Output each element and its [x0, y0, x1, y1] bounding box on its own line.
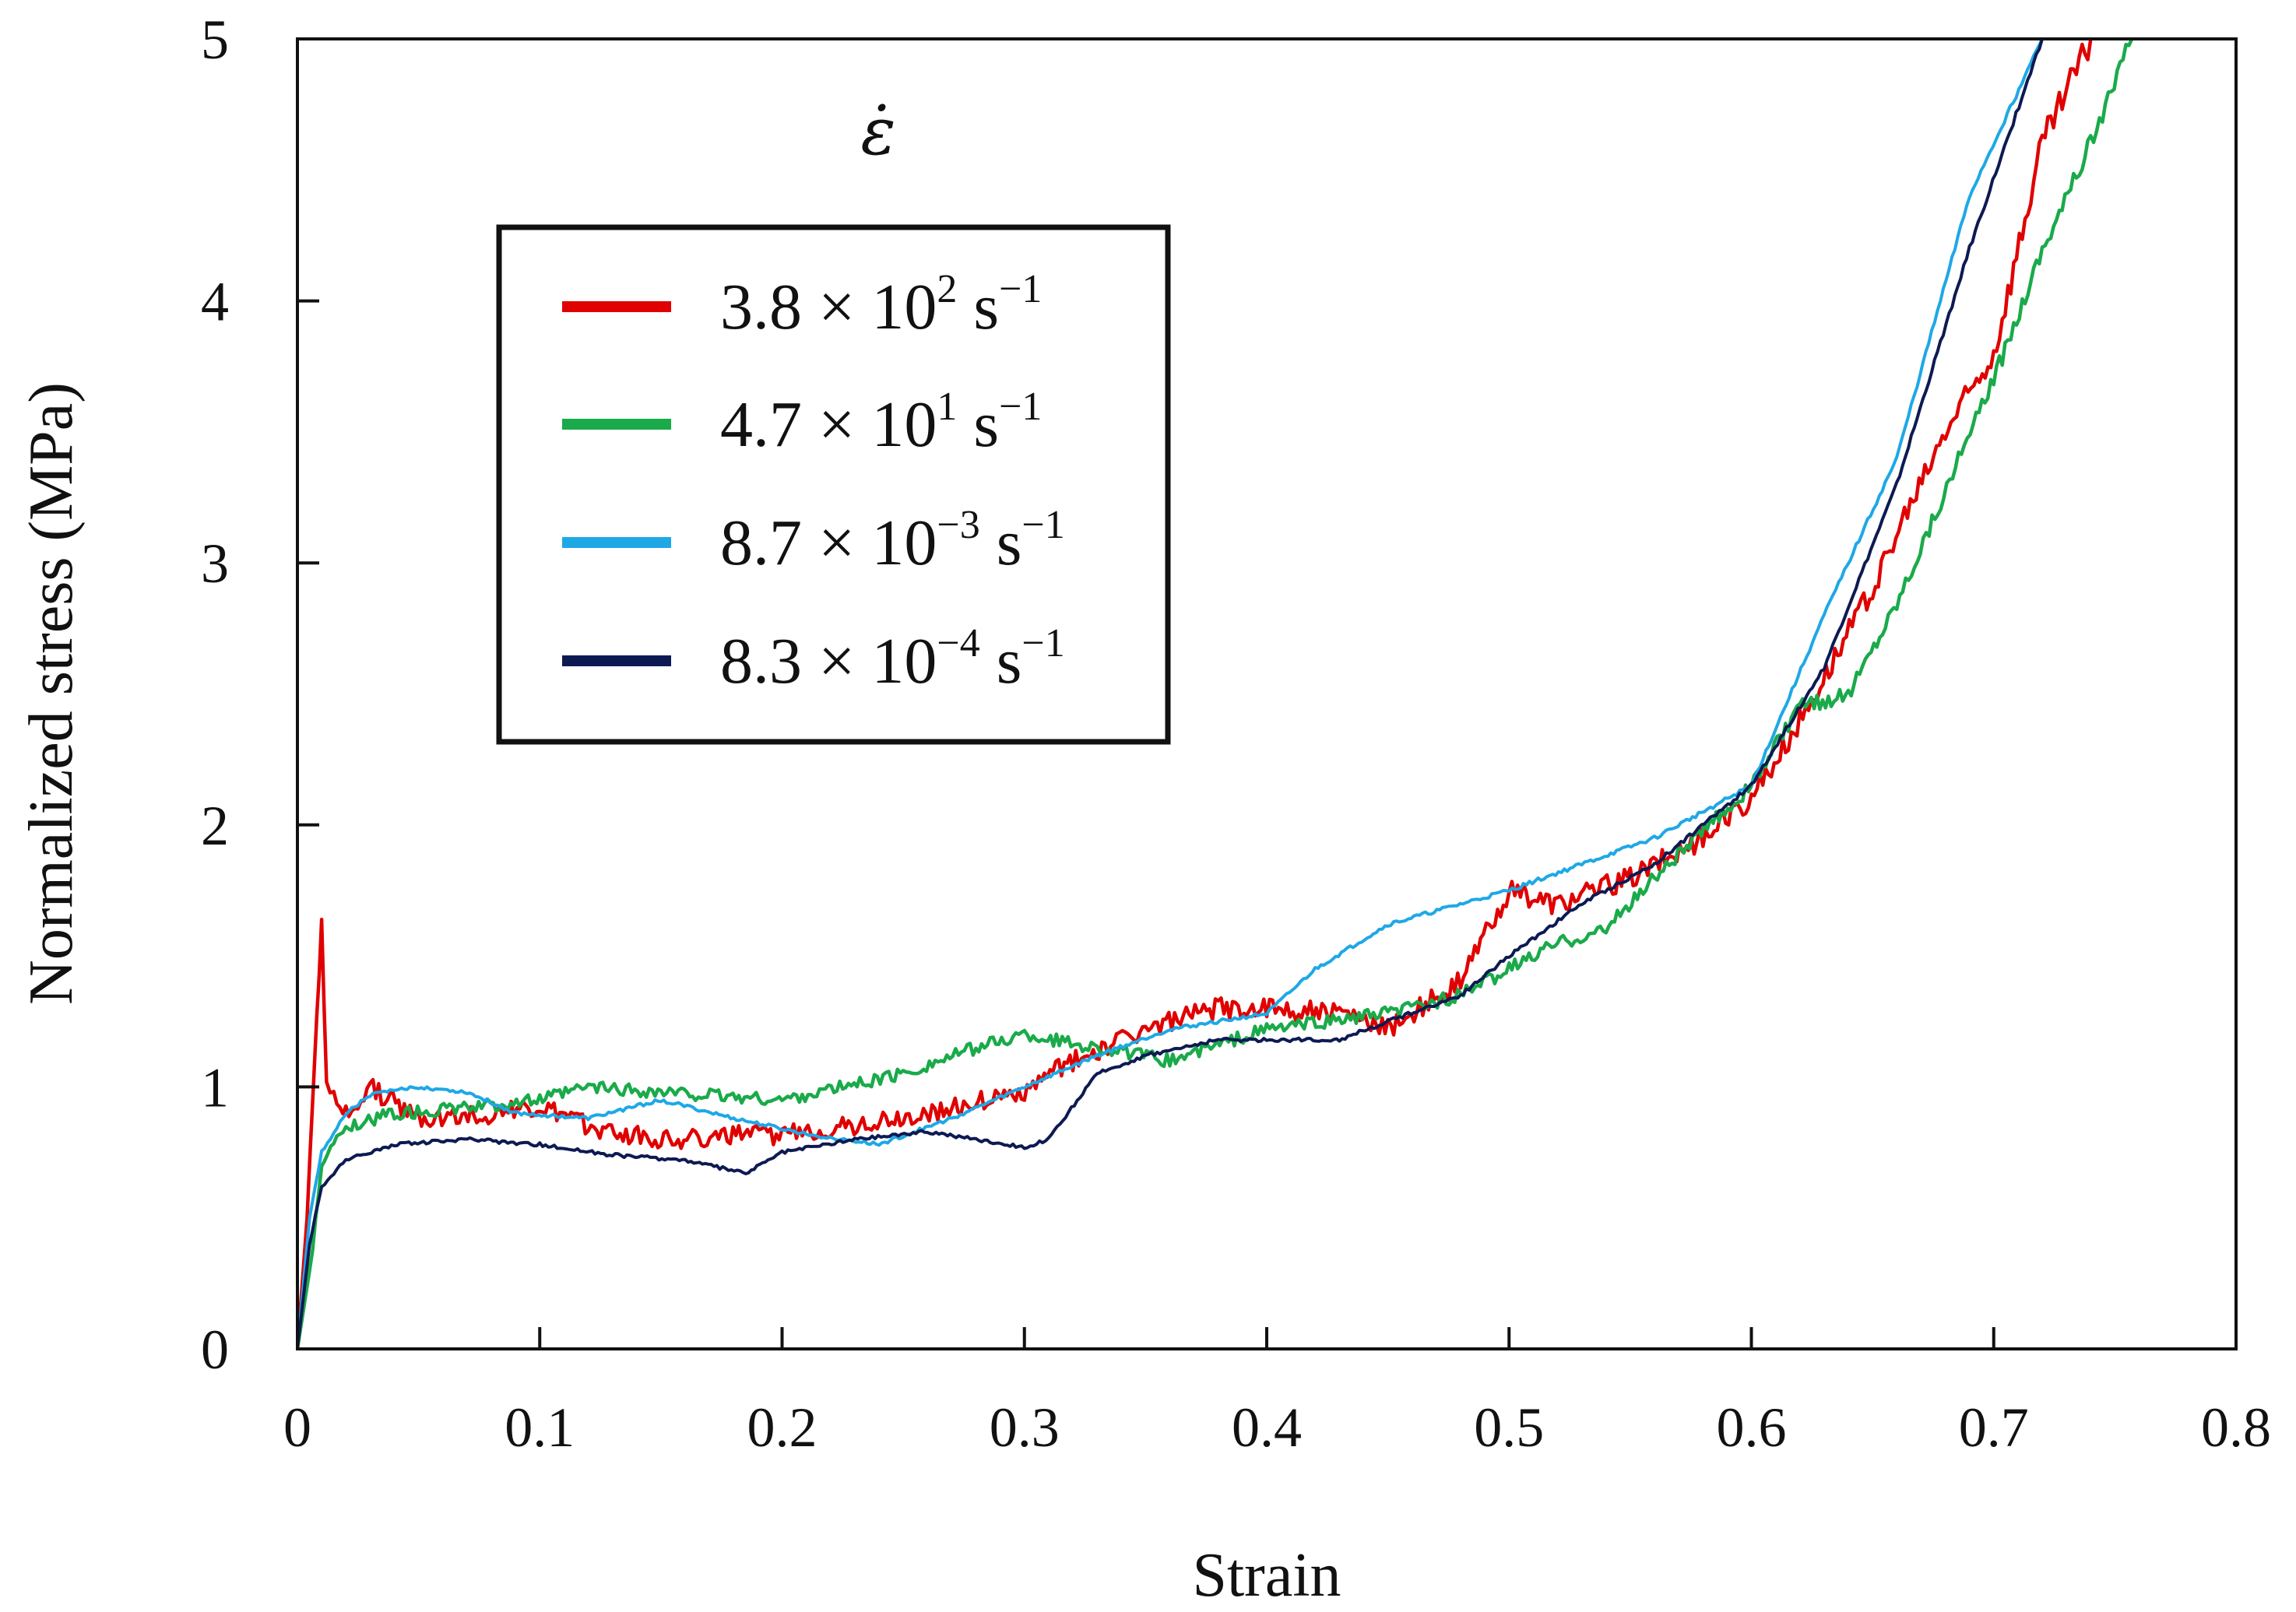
legend-label-4: 8.3 × 10−4 s−1 [720, 621, 1065, 697]
legend-label-part: s [980, 625, 1022, 697]
legend-label-part: 1 [937, 385, 957, 429]
legend: 3.8 × 102 s−14.7 × 101 s−18.7 × 10−3 s−1… [496, 224, 1171, 745]
x-tick-label: 0.6 [1717, 1396, 1787, 1459]
x-tick-label: 0.4 [1232, 1396, 1302, 1459]
legend-label-part: 3.8 × 10 [720, 271, 937, 343]
legend-label-part: 8.3 × 10 [720, 625, 937, 697]
x-tick-label: 0.7 [1959, 1396, 2029, 1459]
legend-label-part: s [957, 271, 999, 343]
legend-label-part: −1 [1021, 621, 1064, 666]
legend-label-part: −3 [937, 503, 979, 547]
legend-entries: 3.8 × 102 s−14.7 × 101 s−18.7 × 10−3 s−1… [562, 267, 1065, 697]
legend-title: ε̇ [860, 93, 895, 170]
legend-label-part: −1 [1021, 503, 1064, 547]
y-tick-label: 5 [201, 9, 229, 71]
y-tick-label: 0 [201, 1319, 229, 1381]
y-tick-label: 1 [201, 1056, 229, 1119]
series-line-4 [297, 39, 2044, 1349]
y-axis: 0 1 2 3 4 5 [201, 9, 319, 1381]
legend-label-part: −1 [999, 385, 1042, 429]
series-layer [297, 39, 2134, 1349]
legend-label-part: −1 [999, 267, 1042, 311]
legend-label-2: 4.7 × 101 s−1 [720, 385, 1042, 461]
x-axis: 0 0.1 0.2 0.3 0.4 0.5 0.6 0.7 0.8 [283, 1327, 2271, 1459]
legend-label-1: 3.8 × 102 s−1 [720, 267, 1042, 343]
legend-label-3: 8.7 × 10−3 s−1 [720, 503, 1065, 579]
x-tick-label: 0.8 [2201, 1396, 2271, 1459]
x-axis-title: Strain [1192, 1541, 1341, 1610]
x-tick-label: 0.2 [747, 1396, 817, 1459]
legend-label-part: s [957, 388, 999, 461]
legend-label-part: 2 [937, 267, 957, 311]
legend-label-part: 4.7 × 10 [720, 388, 937, 461]
x-tick-label: 0 [283, 1396, 311, 1459]
y-tick-label: 3 [201, 532, 229, 595]
legend-label-part: s [980, 507, 1022, 579]
y-tick-label: 2 [201, 795, 229, 857]
x-tick-label: 0.3 [990, 1396, 1060, 1459]
legend-label-part: 8.7 × 10 [720, 507, 937, 579]
y-tick-label: 4 [201, 271, 229, 333]
series-line-1 [297, 39, 2093, 1349]
y-axis-title: Normalized stress (MPa) [17, 382, 86, 1005]
legend-label-part: −4 [937, 621, 979, 666]
x-tick-label: 0.1 [505, 1396, 575, 1459]
x-tick-label: 0.5 [1474, 1396, 1544, 1459]
